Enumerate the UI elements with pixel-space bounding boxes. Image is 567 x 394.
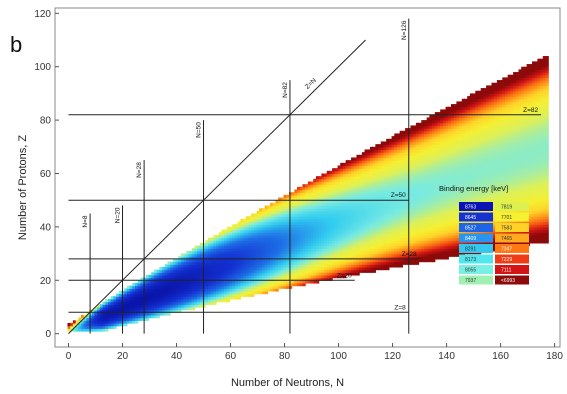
legend-swatch: [459, 202, 493, 211]
vertical-magic-label: N=8: [82, 215, 89, 227]
legend-swatch: [495, 244, 529, 253]
legend: Binding energy [keV] 8763 8645 8527 8409 8291…: [439, 184, 529, 285]
y-tick-label: 40: [40, 222, 52, 233]
vertical-magic-label: N=20: [115, 207, 122, 223]
x-axis-label: Number of Neutrons, N: [231, 377, 344, 389]
legend-swatch: [459, 265, 493, 274]
legend-swatch: [495, 233, 529, 243]
x-tick-label: 0: [66, 351, 72, 362]
plot-frame: [54, 7, 561, 348]
legend-value: 7701: [501, 215, 512, 221]
x-tick-label: 160: [492, 351, 509, 362]
y-tick-label: 120: [34, 9, 51, 20]
vertical-magic-label: N=126: [401, 20, 408, 40]
diagonal-line: [68, 39, 366, 335]
legend-swatch: [495, 202, 529, 211]
horizontal-magic-label: Z=28: [402, 251, 417, 258]
panel-letter: b: [10, 32, 22, 57]
legend-value: 7465: [501, 236, 512, 242]
y-tick-label: 100: [34, 62, 51, 73]
legend-value: 8055: [465, 267, 476, 273]
legend-value: <6993: [501, 278, 515, 284]
legend-value: 8173: [465, 257, 476, 263]
x-tick-label: 40: [171, 351, 183, 362]
vertical-magic-label: N=82: [282, 82, 289, 98]
x-tick-label: 80: [279, 351, 291, 362]
legend-swatch: [495, 265, 529, 274]
y-axis-label: Number of Protons, Z: [17, 135, 29, 240]
legend-swatch: [459, 233, 493, 243]
horizontal-magic-label: Z=8: [394, 304, 406, 311]
legend-value: 8291: [465, 246, 476, 252]
legend-value: 7819: [501, 204, 512, 210]
legend-swatch: [495, 223, 529, 232]
legend-value: 7937: [465, 278, 476, 284]
legend-swatch: [459, 244, 493, 253]
horizontal-magic-label: Z=82: [523, 107, 538, 114]
legend-swatch: [495, 254, 529, 264]
horizontal-magic-label: Z=20: [337, 272, 352, 279]
x-tick-label: 60: [225, 351, 237, 362]
vertical-magic-label: N=28: [136, 162, 143, 178]
legend-value: 7111: [501, 267, 512, 273]
y-tick-label: 20: [40, 276, 52, 287]
y-tick-label: 0: [45, 329, 51, 340]
legend-value: 8763: [465, 204, 476, 210]
legend-swatch: [495, 275, 529, 285]
x-tick-label: 120: [384, 351, 401, 362]
legend-title: Binding energy [keV]: [439, 184, 508, 193]
y-tick-label: 60: [40, 169, 52, 180]
legend-value: 8645: [465, 215, 476, 221]
x-tick-label: 180: [546, 351, 563, 362]
legend-value: 8527: [465, 225, 476, 231]
legend-swatch: [459, 223, 493, 232]
vertical-magic-label: N=50: [196, 122, 203, 138]
x-tick-label: 140: [438, 351, 455, 362]
legend-swatch: [459, 212, 493, 222]
legend-value: 7229: [501, 257, 512, 263]
x-tick-label: 20: [117, 351, 129, 362]
legend-swatch: [459, 275, 493, 285]
legend-value: 8409: [465, 236, 476, 242]
legend-swatch: [459, 254, 493, 264]
y-tick-label: 80: [40, 116, 52, 127]
legend-value: 7347: [501, 246, 512, 252]
heatmap-cells: [67, 56, 549, 332]
legend-swatch: [495, 212, 529, 222]
x-tick-label: 100: [330, 351, 347, 362]
magic-number-lines: N=8 N=20 N=28 N=50 N=82 N=126 Z=8 Z=20 Z=28 Z=50 Z…: [68, 18, 542, 335]
axes: 0 20 40 60 80 100 120 140 160 180 0 20 40 60 80 100 120 N…: [17, 7, 563, 389]
legend-value: 7583: [501, 225, 512, 231]
horizontal-magic-label: Z=50: [391, 192, 406, 199]
